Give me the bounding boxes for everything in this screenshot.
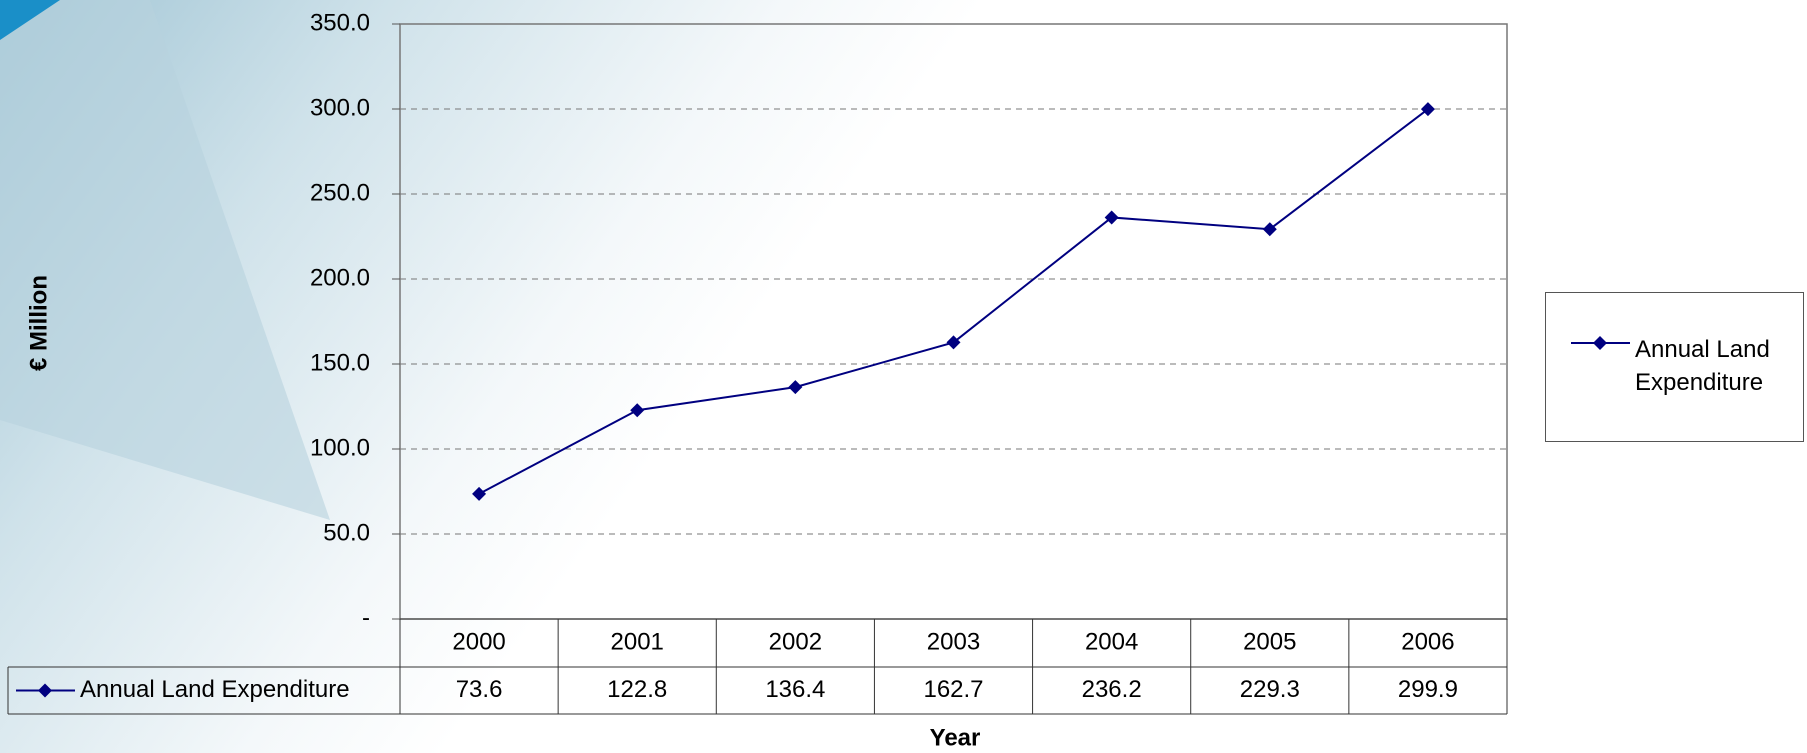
table-value: 122.8 — [607, 676, 667, 703]
x-tick-label: 2000 — [452, 628, 505, 655]
x-tick-label: 2006 — [1401, 628, 1454, 655]
y-tick-label: 300.0 — [310, 94, 370, 121]
legend: Annual Land Expenditure — [1545, 292, 1804, 442]
x-axis-title: Year — [930, 724, 981, 751]
y-tick-label: 150.0 — [310, 349, 370, 376]
table-value: 73.6 — [456, 676, 503, 703]
chart: Year € Million - 50.0 100.0 150.0 200.0 250.0… — [0, 0, 1807, 753]
legend-label: Annual Land Expenditure — [1635, 333, 1795, 399]
y-tick-label: 350.0 — [310, 9, 370, 36]
y-tick-label: 50.0 — [323, 519, 370, 546]
table-row-label: Annual Land Expenditure — [80, 676, 350, 703]
x-tick-label: 2004 — [1085, 628, 1138, 655]
page: Year € Million - 50.0 100.0 150.0 200.0 250.0… — [0, 0, 1807, 753]
table-value: 162.7 — [923, 676, 983, 703]
y-tick-label: 200.0 — [310, 264, 370, 291]
table-value: 136.4 — [765, 676, 825, 703]
table-value: 236.2 — [1082, 676, 1142, 703]
y-axis-title: € Million — [25, 275, 52, 371]
legend-marker — [1566, 323, 1646, 383]
y-tick-label: 100.0 — [310, 434, 370, 461]
table-value: 299.9 — [1398, 676, 1458, 703]
table-value: 229.3 — [1240, 676, 1300, 703]
x-tick-label: 2001 — [611, 628, 664, 655]
y-tick-label: - — [362, 604, 370, 631]
y-tick-label: 250.0 — [310, 179, 370, 206]
x-tick-label: 2005 — [1243, 628, 1296, 655]
x-tick-label: 2002 — [769, 628, 822, 655]
x-tick-label: 2003 — [927, 628, 980, 655]
legend-diamond — [1593, 336, 1607, 350]
